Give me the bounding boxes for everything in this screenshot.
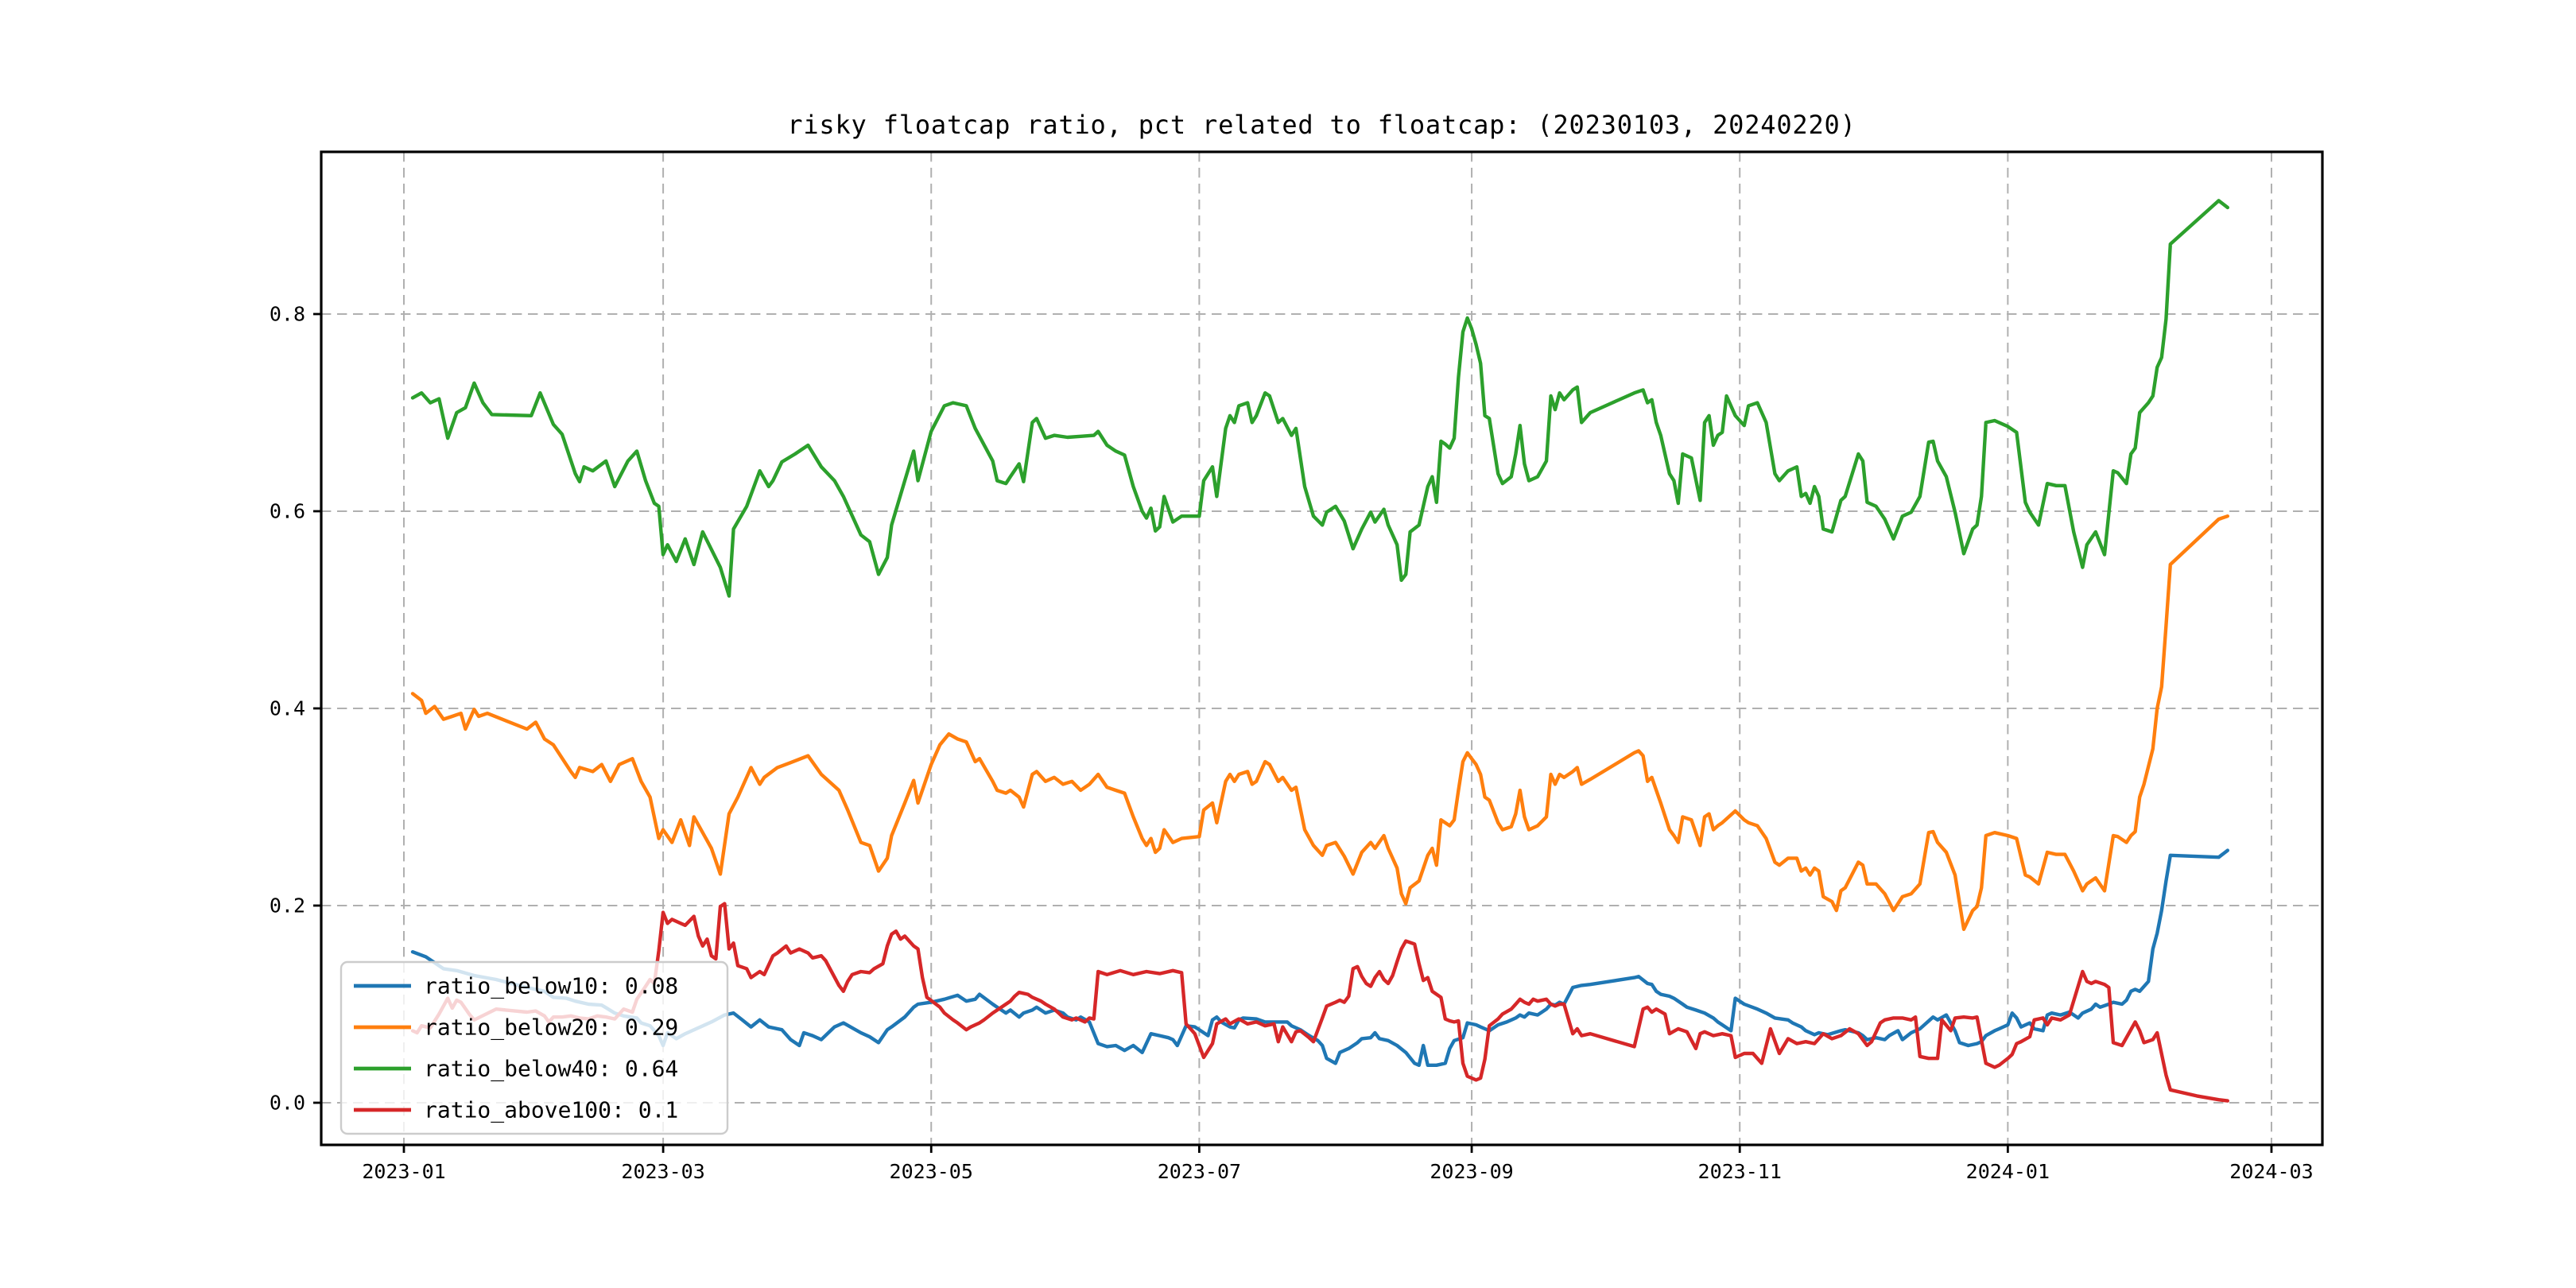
legend-box [339, 960, 729, 1135]
x-tick-label-2023-07: 2023-07 [1158, 1160, 1241, 1183]
x-tick-label-2024-01: 2024-01 [1966, 1160, 2050, 1183]
legend-label-ratio_below20: ratio_below20: 0.29 [424, 1014, 678, 1042]
y-tick-label-0.8: 0.8 [270, 303, 305, 326]
legend-label-ratio_above100: ratio_above100: 0.1 [424, 1097, 678, 1124]
axes: 2023-01 2023-03 2023-05 2023-07 2023-09 2023-… [270, 110, 2324, 1183]
y-tick-label-0.4: 0.4 [270, 697, 305, 720]
x-tick-label-2023-03: 2023-03 [621, 1160, 704, 1183]
chart-title: risky floatcap ratio, pct related to flo… [787, 110, 1856, 140]
legend-label-ratio_below40: ratio_below40: 0.64 [424, 1056, 678, 1083]
gridlines [321, 152, 2322, 1145]
legend: ratio_below10: 0.08 ratio_below20: 0.29 ra… [339, 960, 729, 1135]
series-line-ratio_below40 [410, 199, 2230, 598]
plot-border [320, 150, 2324, 1146]
series-line-ratio_above100 [410, 902, 2230, 1103]
series-line-ratio_below10 [410, 848, 2230, 1068]
x-tick-label-2024-03: 2024-03 [2229, 1160, 2313, 1183]
y-tick-label-0.0: 0.0 [270, 1092, 305, 1115]
x-tick-label-2023-09: 2023-09 [1430, 1160, 1513, 1183]
series-line-ratio_below20 [410, 514, 2230, 932]
x-tick-label-2023-01: 2023-01 [362, 1160, 445, 1183]
legend-label-ratio_below10: ratio_below10: 0.08 [424, 973, 678, 1000]
y-tick-label-0.2: 0.2 [270, 894, 305, 918]
series-lines [410, 199, 2230, 1103]
x-tick-label-2023-05: 2023-05 [890, 1160, 973, 1183]
y-tick-label-0.6: 0.6 [270, 500, 305, 523]
x-tick-label-2023-11: 2023-11 [1698, 1160, 1782, 1183]
